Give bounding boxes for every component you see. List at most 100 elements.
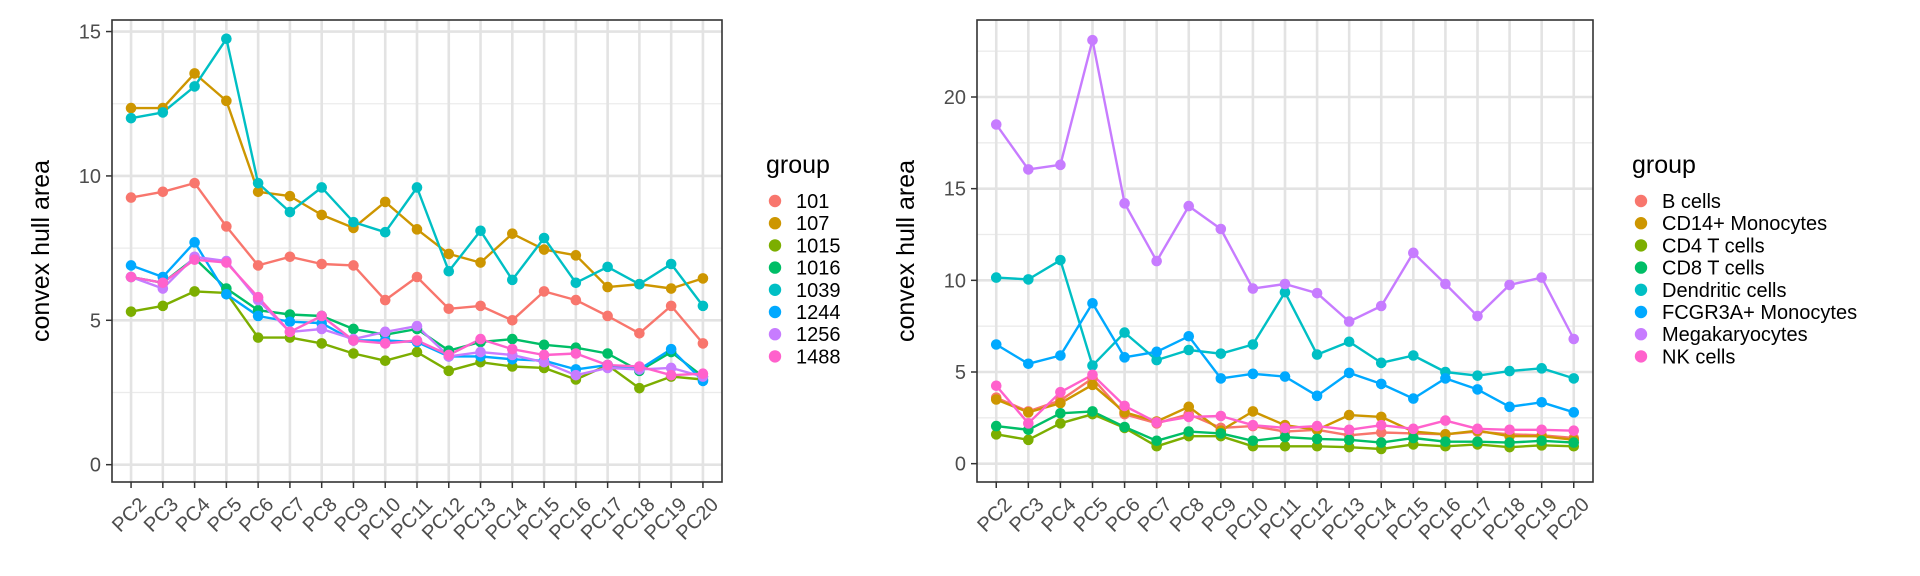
legend-label: 1016: [796, 258, 841, 280]
data-point: [379, 326, 391, 338]
data-point: [1023, 164, 1034, 175]
data-point: [1375, 378, 1387, 390]
data-point: [284, 251, 296, 263]
y-tick-label: 20: [944, 87, 966, 109]
data-point: [1375, 300, 1387, 312]
data-point: [125, 192, 137, 203]
data-point: [1183, 330, 1195, 342]
right-chart-panel: 05101520PC2PC3PC4PC5PC6PC7PC8PC9PC10PC11…: [892, 19, 1857, 545]
data-point: [1119, 352, 1130, 363]
data-point: [1440, 373, 1451, 384]
data-point: [1408, 432, 1419, 444]
data-point: [1504, 437, 1515, 448]
legend-title: group: [766, 151, 830, 179]
data-point: [602, 261, 613, 273]
data-point: [316, 338, 327, 349]
data-point: [157, 277, 169, 289]
data-point: [316, 209, 327, 221]
data-point: [1311, 287, 1323, 299]
data-point: [570, 277, 582, 289]
data-point: [990, 339, 1002, 350]
data-point: [411, 335, 423, 346]
legend-key: [768, 328, 782, 341]
data-point: [570, 348, 582, 359]
data-point: [538, 349, 550, 361]
data-point: [570, 294, 582, 306]
data-point: [189, 68, 200, 79]
x-tick-label: PC7: [1134, 494, 1177, 537]
data-point: [1183, 411, 1195, 423]
data-point: [634, 278, 645, 290]
legend-label: Megakaryocytes: [1662, 324, 1808, 346]
data-point: [1215, 223, 1227, 235]
data-point: [316, 310, 327, 322]
data-point: [348, 323, 359, 335]
data-point: [665, 283, 677, 294]
data-point: [665, 258, 677, 270]
data-point: [507, 228, 518, 239]
data-point: [507, 315, 518, 326]
legend-label: 1039: [796, 280, 841, 302]
legend-label: CD14+ Monocytes: [1662, 213, 1827, 235]
y-tick-label: 0: [90, 455, 101, 477]
data-point: [1536, 396, 1547, 408]
data-point: [507, 274, 518, 286]
data-point: [1536, 435, 1547, 447]
data-point: [157, 186, 169, 198]
data-point: [1119, 400, 1130, 412]
data-point: [1119, 327, 1130, 338]
data-point: [157, 300, 169, 312]
data-point: [379, 355, 391, 367]
data-point: [1472, 310, 1483, 322]
legend-key: [1634, 350, 1648, 363]
data-point: [1440, 436, 1451, 447]
data-point: [697, 338, 709, 349]
data-point: [348, 335, 359, 346]
data-point: [475, 300, 486, 312]
data-point: [1023, 434, 1034, 446]
data-point: [1408, 423, 1419, 435]
data-point: [189, 81, 200, 92]
x-tick-label: PC4: [1037, 494, 1080, 537]
data-point: [1055, 418, 1066, 429]
data-point: [125, 260, 137, 271]
legend-label: 1244: [796, 302, 841, 324]
data-point: [1087, 34, 1098, 46]
data-point: [1568, 437, 1580, 448]
data-point: [1568, 333, 1580, 345]
data-point: [1151, 255, 1162, 267]
data-point: [1247, 339, 1259, 350]
data-point: [252, 186, 264, 198]
data-point: [1375, 427, 1387, 438]
legend-key: [768, 239, 782, 252]
data-point: [1087, 379, 1098, 391]
data-point: [602, 348, 613, 359]
data-point: [316, 182, 327, 193]
data-point: [1055, 159, 1066, 171]
data-point: [443, 349, 455, 361]
x-tick-label: PC2: [973, 494, 1016, 537]
data-point: [443, 303, 455, 315]
data-point: [1311, 420, 1323, 432]
data-point: [1279, 431, 1291, 443]
data-point: [1472, 436, 1483, 447]
data-point: [284, 326, 296, 338]
data-point: [1087, 297, 1098, 309]
data-point: [221, 95, 232, 107]
legend-key: [1634, 305, 1648, 319]
data-point: [665, 300, 677, 312]
legend-key: [1634, 328, 1648, 341]
data-point: [1087, 406, 1098, 417]
data-point: [189, 177, 200, 189]
legend-key: [768, 350, 782, 363]
data-point: [125, 306, 137, 317]
data-point: [1440, 415, 1451, 426]
y-tick-label: 0: [955, 454, 966, 476]
legend-label: NK cells: [1662, 346, 1735, 368]
data-point: [1247, 283, 1259, 294]
y-tick-label: 5: [90, 310, 101, 332]
data-point: [1023, 274, 1034, 285]
data-point: [284, 316, 296, 328]
data-point: [1343, 441, 1355, 453]
data-point: [157, 107, 169, 118]
